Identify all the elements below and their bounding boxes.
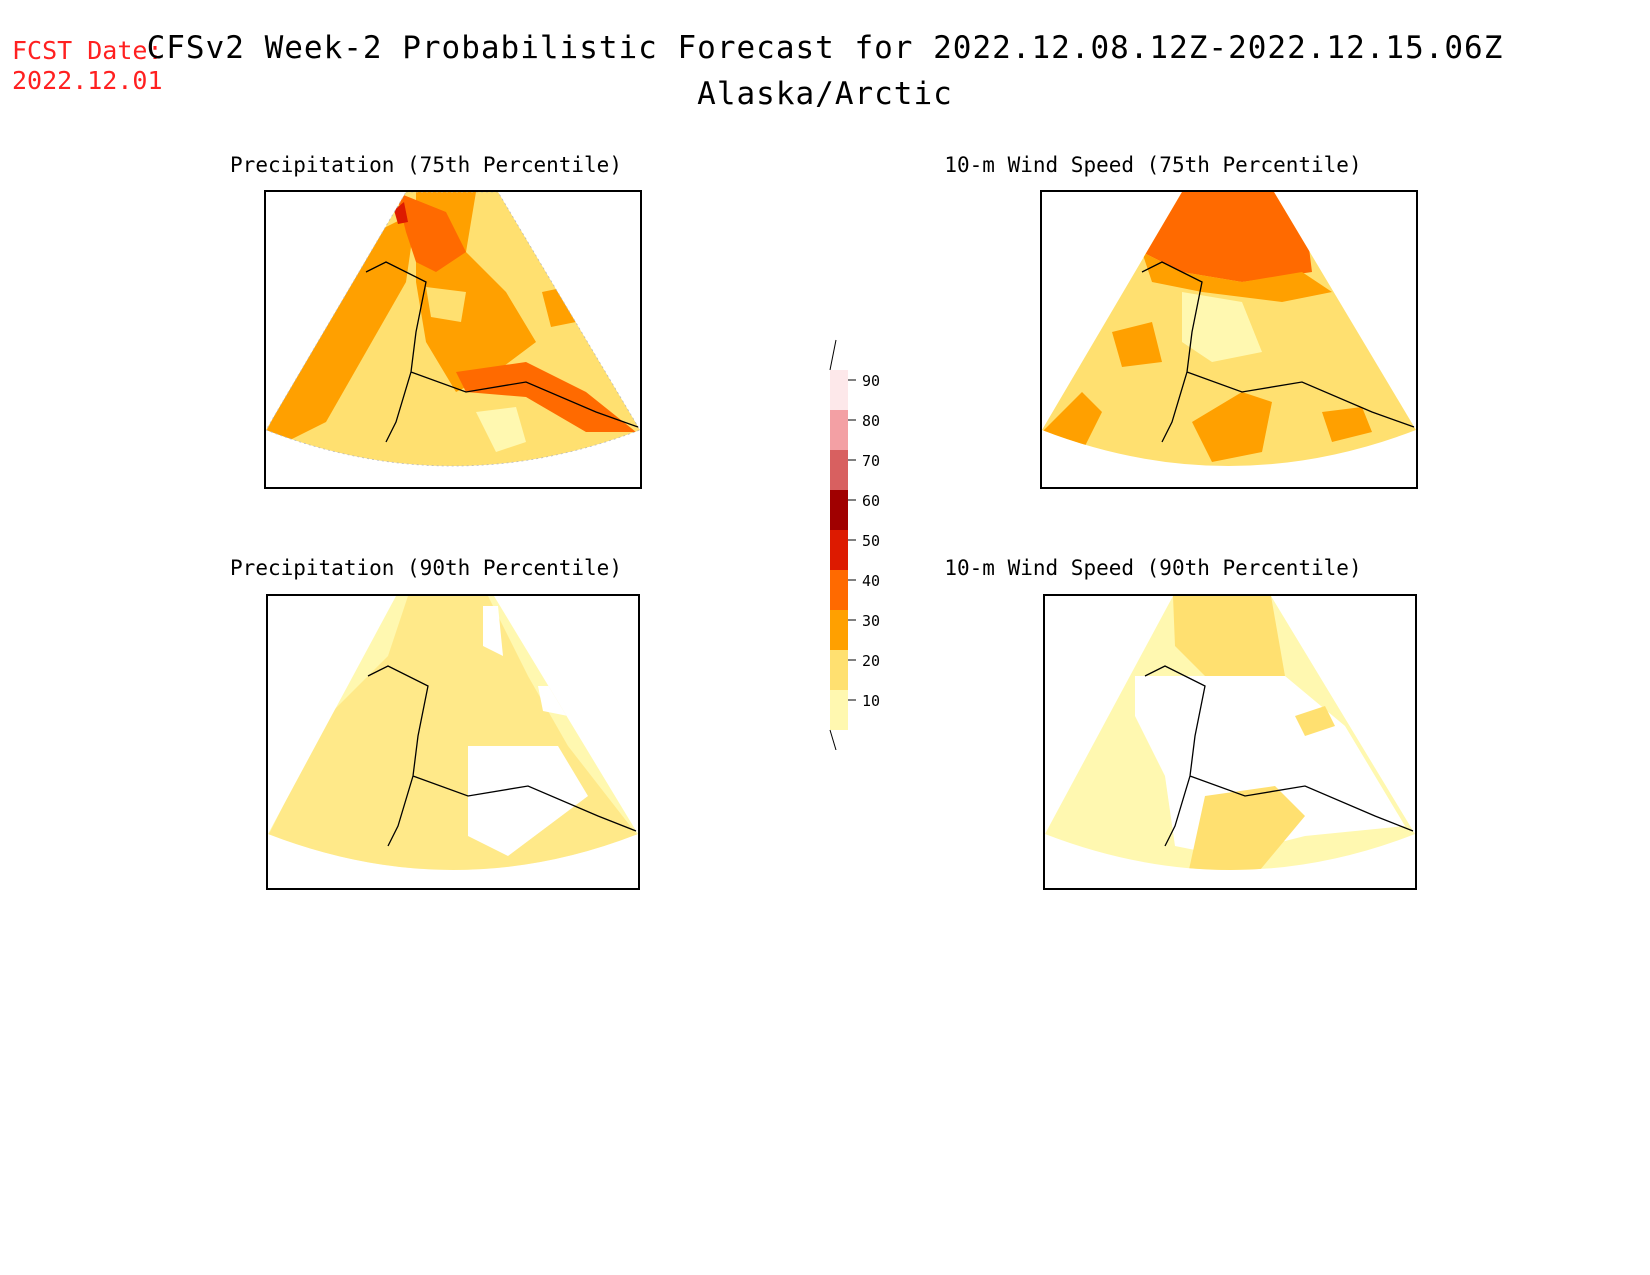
legend-label: 50	[862, 532, 881, 550]
map-precip-90	[266, 594, 640, 890]
legend-label: 10	[862, 692, 881, 710]
forecast-date-value: 2022.12.01	[12, 66, 163, 95]
legend-swatch-60	[830, 490, 848, 530]
legend-swatch-30	[830, 610, 848, 650]
panel-title-wind-90: 10-m Wind Speed (90th Percentile)	[944, 556, 1362, 580]
legend-label: 40	[862, 572, 881, 590]
panel-title-precip-75: Precipitation (75th Percentile)	[230, 153, 622, 177]
legend-swatch-50	[830, 530, 848, 570]
figure-title: CFSv2 Week-2 Probabilistic Forecast for …	[146, 30, 1504, 66]
map-precip-75	[264, 190, 642, 489]
color-legend	[780, 330, 900, 751]
legend-swatch-70	[830, 450, 848, 490]
figure-subtitle: Alaska/Arctic	[697, 76, 953, 112]
legend-label: 30	[862, 612, 881, 630]
panel-title-wind-75: 10-m Wind Speed (75th Percentile)	[944, 153, 1362, 177]
legend-label: 60	[862, 492, 881, 510]
panel-title-precip-90: Precipitation (90th Percentile)	[230, 556, 622, 580]
legend-label: 80	[862, 412, 881, 430]
legend-label: 20	[862, 652, 881, 670]
forecast-date-label: FCST Date:	[12, 36, 163, 65]
legend-label: 70	[862, 452, 881, 470]
forecast-date-block: FCST Date: 2022.12.01	[12, 36, 163, 96]
legend-swatch-80	[830, 410, 848, 450]
legend-label: 90	[862, 372, 881, 390]
legend-swatch-10	[830, 690, 848, 730]
map-wind-75	[1040, 190, 1418, 489]
legend-swatch-40	[830, 570, 848, 610]
legend-swatch-90plus	[830, 370, 848, 410]
legend-swatch-20	[830, 650, 848, 690]
map-wind-90	[1043, 594, 1417, 890]
